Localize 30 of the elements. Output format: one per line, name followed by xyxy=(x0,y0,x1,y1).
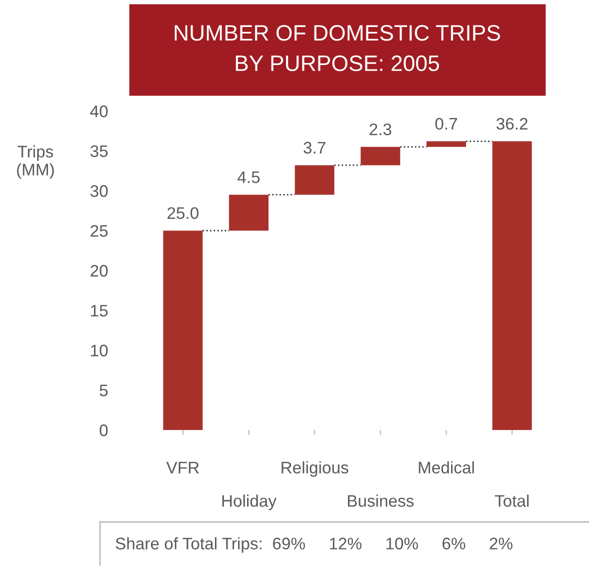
data-label: 36.2 xyxy=(496,118,528,130)
y-tick-label: 15 xyxy=(91,304,108,317)
y-tick-label: 40 xyxy=(90,105,108,118)
y-axis-title: Trips (MM) xyxy=(17,145,54,179)
text: Share of Total Trips: 69% 12% 10% 6% 2% xyxy=(116,537,512,553)
x-tick-label: Total xyxy=(494,494,529,507)
bar xyxy=(360,146,400,166)
bar xyxy=(492,141,532,430)
data-label: 4.5 xyxy=(238,171,260,184)
y-tick-label: 0 xyxy=(100,424,108,436)
bar xyxy=(163,230,203,430)
data-label: 0.7 xyxy=(435,118,457,130)
data-label: 3.7 xyxy=(304,142,326,154)
y-tick-label: 30 xyxy=(90,185,108,197)
bar xyxy=(426,141,466,147)
y-tick-label: 20 xyxy=(90,264,108,277)
data-label: 25.0 xyxy=(168,207,198,219)
x-tick-label: Medical xyxy=(418,461,474,474)
y-tick-label: 35 xyxy=(90,145,108,158)
y-tick-label: 10 xyxy=(91,344,108,356)
x-tick-label: VFR xyxy=(166,462,199,474)
bar xyxy=(294,165,334,195)
x-tick-label: Business xyxy=(348,494,414,507)
y-tick-label: 5 xyxy=(100,384,108,396)
x-tick-label: Religious xyxy=(282,461,348,477)
data-label: 2.3 xyxy=(370,123,392,136)
x-tick-label: Holiday xyxy=(222,494,277,510)
bar xyxy=(229,194,268,231)
y-tick-label: 25 xyxy=(90,225,108,237)
chart-title: NUMBER OF DOMESTIC TRIPS BY PURPOSE: 2005 xyxy=(174,25,500,72)
